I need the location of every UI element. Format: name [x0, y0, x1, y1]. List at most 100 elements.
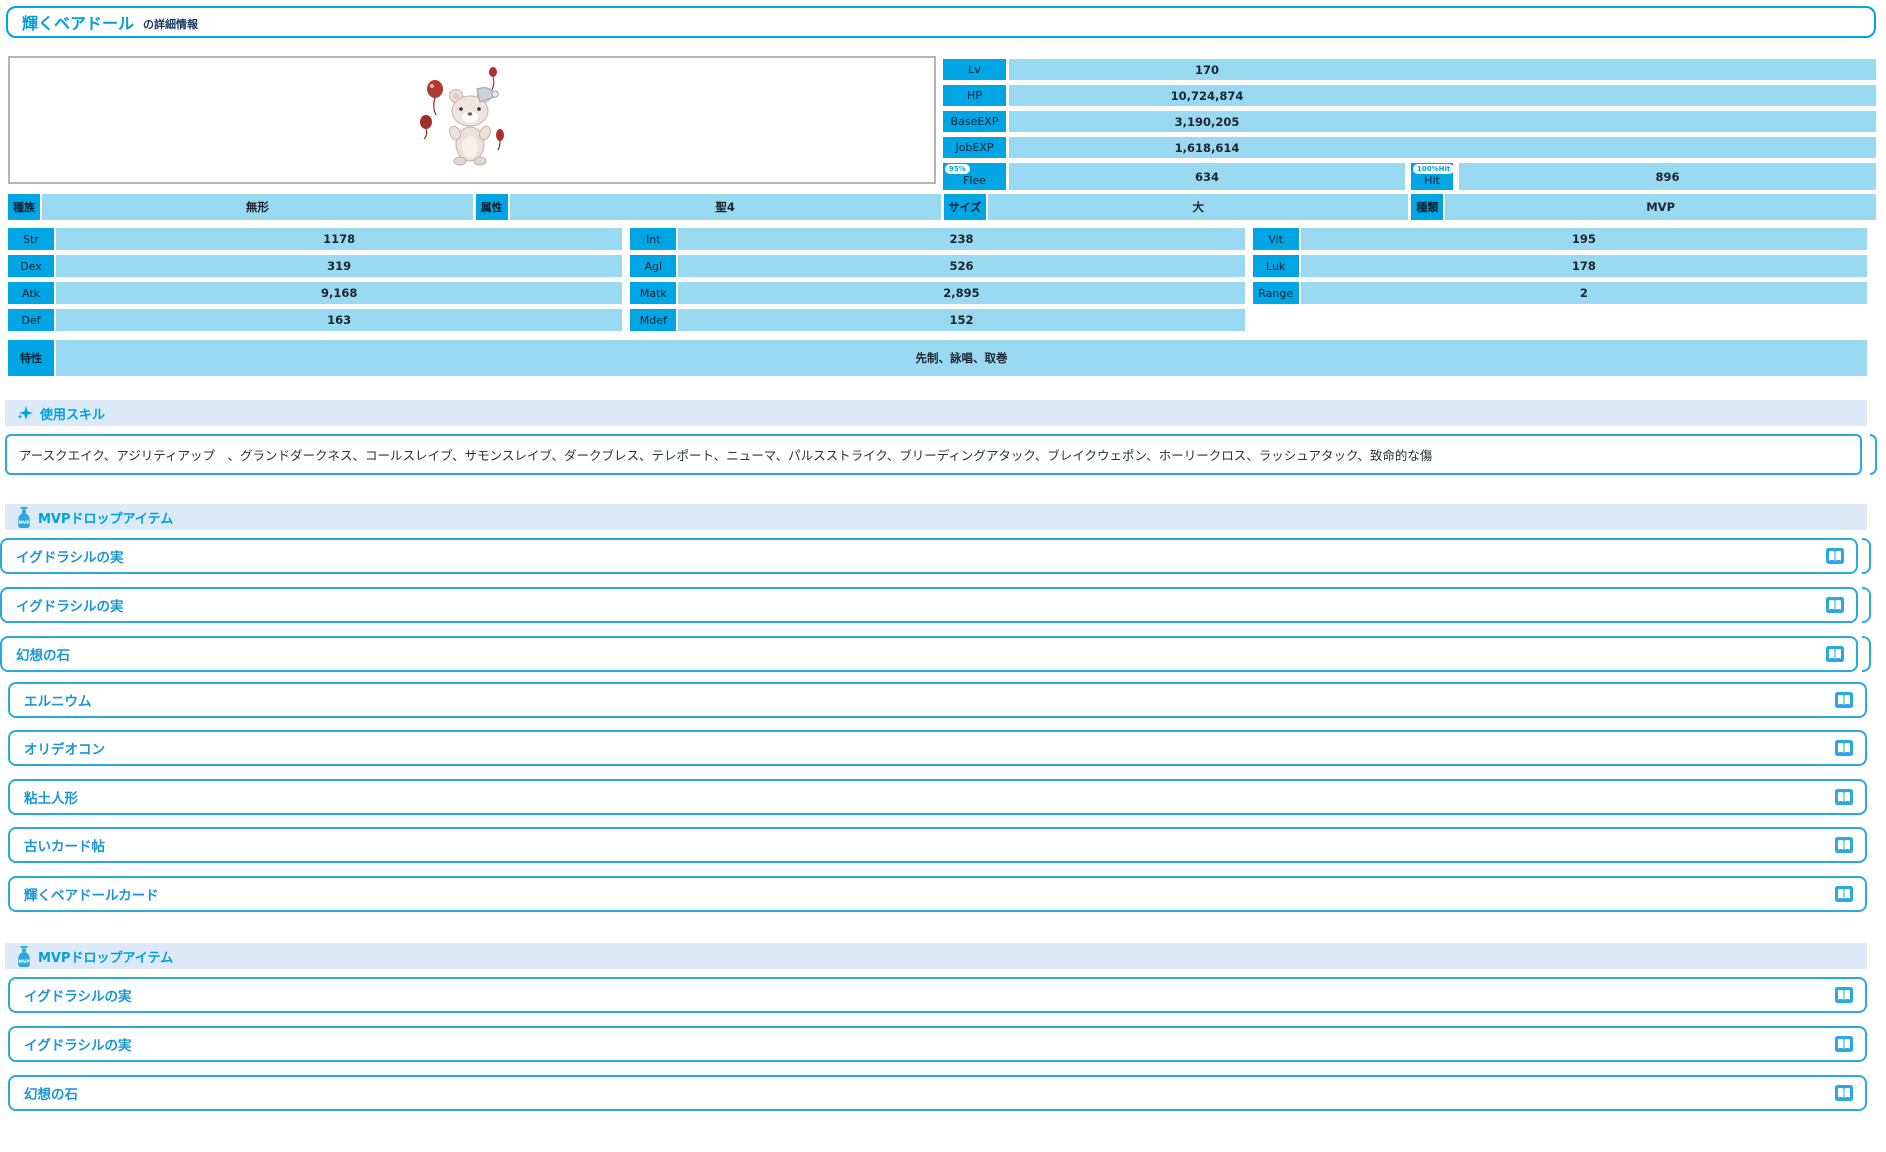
hp-value: 10,724,874	[1009, 85, 1876, 106]
monster-sprite-bear-doll	[420, 67, 504, 166]
hit-label: Hit	[1424, 174, 1440, 187]
mvp-drop-section-header-2: MVP MVPドロップアイテム	[5, 943, 1867, 969]
item-link[interactable]: 幻想の石	[24, 1087, 78, 1103]
item-link[interactable]: 粘土人形	[24, 791, 78, 807]
drop-section-title: MVPドロップアイテム	[38, 950, 174, 966]
table-row: JobEXP 1,618,614	[943, 137, 1876, 158]
lv-value: 170	[1009, 59, 1876, 80]
jobexp-label: JobEXP	[943, 137, 1006, 158]
traits-row: 特性 先制、詠唱、取巻	[8, 340, 1867, 376]
drop-item-row[interactable]: イグドラシルの実	[0, 538, 1858, 574]
book-icon[interactable]	[1833, 1034, 1855, 1054]
item-link[interactable]: オリデオコン	[24, 742, 105, 758]
skills-header-title: 使用スキル	[40, 407, 106, 423]
mvp-bottle-icon: MVP	[18, 945, 30, 967]
luk-value: 178	[1300, 255, 1867, 277]
drop-item-row[interactable]: 幻想の石	[8, 1075, 1867, 1111]
item-link[interactable]: 古いカード帖	[24, 839, 105, 855]
drop-item-row[interactable]: 幻想の石	[0, 636, 1858, 672]
agi-label: Agi	[630, 255, 677, 277]
baseexp-value: 3,190,205	[1009, 111, 1876, 132]
book-icon[interactable]	[1833, 738, 1855, 758]
agi-value: 526	[678, 255, 1245, 277]
row-edge-fragment	[1862, 538, 1871, 574]
drop-item-row[interactable]: エルニウム	[8, 682, 1867, 718]
stat-grid-row-4: Def 163 Mdef 152	[8, 309, 1867, 331]
matk-value: 2,895	[678, 282, 1245, 304]
table-row: BaseEXP 3,190,205	[943, 111, 1876, 132]
range-value: 2	[1300, 282, 1867, 304]
monster-image-box	[8, 56, 936, 184]
type-value: MVP	[1445, 194, 1876, 220]
drop-item-row[interactable]: イグドラシルの実	[8, 1026, 1867, 1062]
drop-section-title: MVPドロップアイテム	[38, 511, 174, 527]
size-value: 大	[988, 194, 1409, 220]
stat-grid-row-1: Str 1178 Int 238 Vit 195	[8, 228, 1867, 250]
row-edge-fragment	[1862, 636, 1871, 672]
range-label: Range	[1252, 282, 1299, 304]
race-value: 無形	[42, 194, 473, 220]
drop-item-row[interactable]: 古いカード帖	[8, 827, 1867, 863]
stat-grid-row-2: Dex 319 Agi 526 Luk 178	[8, 255, 1867, 277]
type-group: 種類 MVP	[1411, 194, 1876, 220]
book-icon[interactable]	[1833, 985, 1855, 1005]
book-icon[interactable]	[1833, 835, 1855, 855]
item-link[interactable]: 輝くベアドールカード	[24, 888, 159, 904]
def-value: 163	[56, 309, 623, 331]
book-icon[interactable]	[1824, 644, 1846, 664]
size-label: サイズ	[943, 194, 987, 220]
item-link[interactable]: 幻想の石	[16, 648, 70, 664]
dex-value: 319	[56, 255, 623, 277]
hit-value: 896	[1459, 163, 1876, 190]
int-label: Int	[630, 228, 677, 250]
hit-100-badge: 100%Hit	[1413, 164, 1455, 174]
drop-item-row[interactable]: イグドラシルの実	[8, 977, 1867, 1013]
race-group: 種族 無形	[8, 194, 473, 220]
skill-list-box: アースクエイク、アジリティアップ 、グランドダークネス、コールスレイブ、サモンス…	[5, 434, 1862, 475]
str-value: 1178	[56, 228, 623, 250]
item-link[interactable]: イグドラシルの実	[24, 1038, 132, 1054]
baseexp-label: BaseEXP	[943, 111, 1006, 132]
flee-value: 634	[1009, 163, 1405, 190]
book-icon[interactable]	[1833, 1083, 1855, 1103]
svg-text:MVP: MVP	[19, 959, 30, 965]
book-icon[interactable]	[1833, 787, 1855, 807]
skill-list-text: アースクエイク、アジリティアップ 、グランドダークネス、コールスレイブ、サモンス…	[19, 448, 1433, 463]
drop-item-row[interactable]: 輝くベアドールカード	[8, 876, 1867, 912]
skills-box-edge-fragment	[1870, 434, 1877, 475]
table-row: HP 10,724,874	[943, 85, 1876, 106]
traits-value: 先制、詠唱、取巻	[56, 340, 1867, 376]
book-icon[interactable]	[1833, 884, 1855, 904]
drop-item-row[interactable]: オリデオコン	[8, 730, 1867, 766]
item-link[interactable]: イグドラシルの実	[16, 599, 124, 615]
int-value: 238	[678, 228, 1245, 250]
item-link[interactable]: イグドラシルの実	[16, 550, 124, 566]
attribute-row: 種族 無形 属性 聖4 サイズ 大 種類 MVP	[8, 194, 1876, 220]
element-group: 属性 聖4	[475, 194, 941, 220]
drop-item-row[interactable]: イグドラシルの実	[0, 587, 1858, 623]
basic-stats-table: Lv 170 HP 10,724,874 BaseEXP 3,190,205 J…	[943, 59, 1876, 190]
book-icon[interactable]	[1824, 546, 1846, 566]
item-link[interactable]: エルニウム	[24, 694, 92, 710]
book-icon[interactable]	[1824, 595, 1846, 615]
def-label: Def	[8, 309, 54, 331]
item-link[interactable]: イグドラシルの実	[24, 989, 132, 1005]
flee-label: Flee	[963, 174, 986, 187]
atk-value: 9,168	[56, 282, 623, 304]
element-label: 属性	[475, 194, 508, 220]
atk-label: Atk	[8, 282, 54, 304]
book-icon[interactable]	[1833, 690, 1855, 710]
traits-label: 特性	[8, 340, 54, 376]
str-label: Str	[8, 228, 54, 250]
page-subtitle: の詳細情報	[143, 18, 199, 31]
race-label: 種族	[8, 194, 40, 220]
matk-label: Matk	[630, 282, 677, 304]
drop-item-row[interactable]: 粘土人形	[8, 779, 1867, 815]
vit-value: 195	[1300, 228, 1867, 250]
element-value: 聖4	[509, 194, 941, 220]
table-row: Lv 170	[943, 59, 1876, 80]
mvp-bottle-icon: MVP	[18, 506, 30, 528]
flee-95-badge: 95%	[945, 164, 970, 174]
dex-label: Dex	[8, 255, 54, 277]
